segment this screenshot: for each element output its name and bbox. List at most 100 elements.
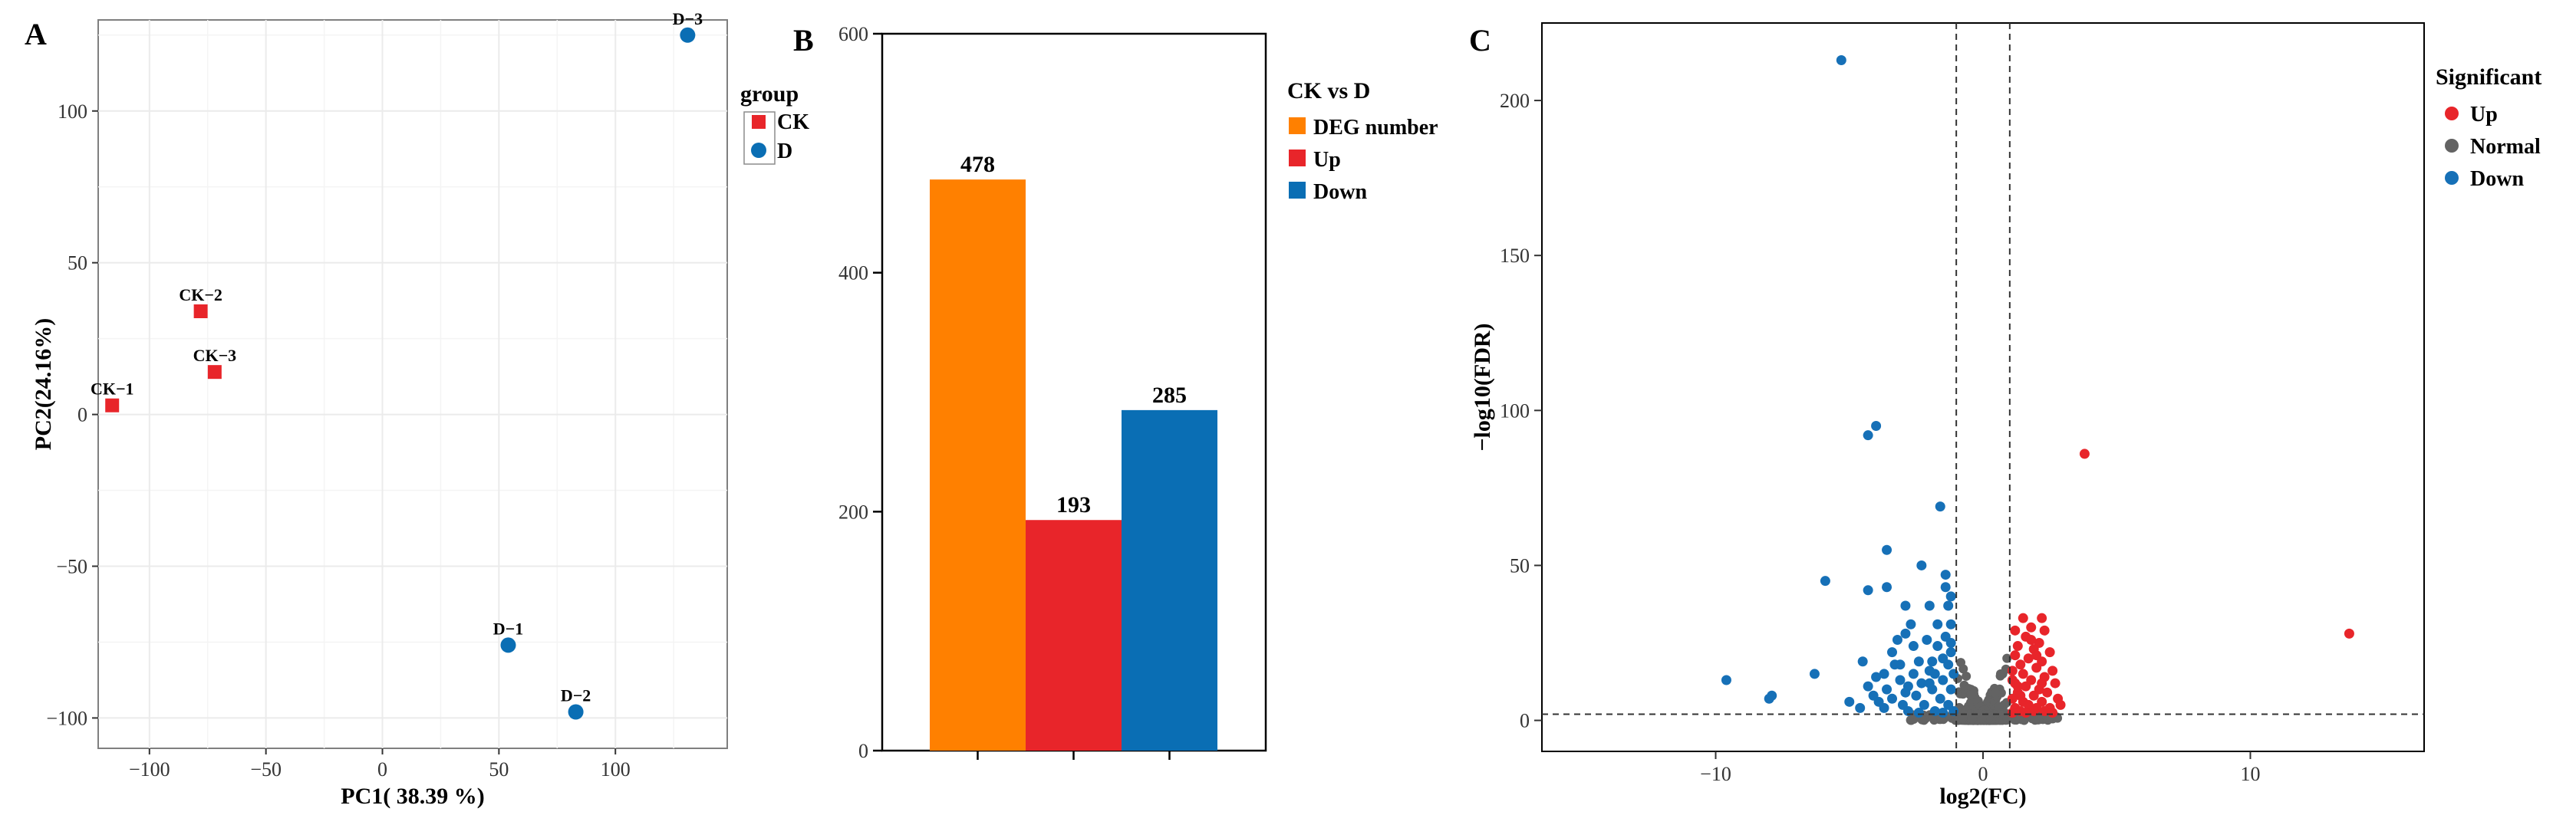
volcano-y-tick-label: 150 (1500, 245, 1530, 267)
pca-x-tick-label: 100 (601, 758, 631, 781)
volcano-y-ticks: 0 50 100 150 200 (1500, 90, 1542, 732)
pca-points: CK−1 CK−2 CK−3 D−1 D−2 D−3 (91, 9, 703, 720)
volcano-point-up (2044, 647, 2055, 658)
volcano-point-up (2015, 690, 2026, 701)
bar-y-tick-label: 600 (838, 23, 868, 45)
volcano-point-normal (1984, 713, 1994, 723)
volcano-point-up (2037, 613, 2047, 623)
bar-legend-deg-label: DEG number (1313, 116, 1438, 140)
volcano-point-up (2031, 662, 2042, 673)
pca-legend-d-label: D (777, 140, 792, 163)
volcano-point-down (1895, 675, 1906, 685)
volcano-point-down (1929, 669, 1940, 679)
bar-legend-down-label: Down (1313, 180, 1367, 204)
volcano-point-down (1863, 430, 1873, 441)
volcano-point-up (2026, 634, 2037, 645)
volcano-point-up (2018, 669, 2028, 679)
volcano-point-down (1922, 634, 1932, 645)
pca-x-tick-label: −100 (129, 758, 170, 781)
pca-point-label: D−1 (493, 619, 523, 638)
volcano-point-normal (1994, 702, 2004, 712)
pca-x-tick-label: 0 (377, 758, 387, 781)
volcano-point-down (1927, 656, 1938, 667)
volcano-legend-up-label: Up (2470, 103, 2498, 127)
volcano-point-up (2026, 622, 2037, 633)
volcano-point-down (1887, 693, 1898, 704)
volcano-legend-down-marker (2445, 171, 2459, 185)
pca-point-label: CK−1 (91, 380, 134, 399)
bar-y-tick-label: 200 (838, 501, 868, 523)
pca-legend-ck-label: CK (777, 110, 809, 134)
volcano-point-down (1945, 684, 1956, 695)
pca-point-d (568, 704, 584, 720)
volcano-point-up (2079, 449, 2090, 459)
volcano-point-down (1935, 693, 1945, 704)
volcano-point-normal (1995, 669, 2005, 679)
pca-point-label: CK−2 (179, 285, 222, 304)
bar-y-tick-label: 400 (838, 262, 868, 284)
volcano-point-normal (1991, 688, 2001, 698)
bar-legend-deg-swatch (1289, 117, 1306, 134)
volcano-point-down (1900, 687, 1911, 698)
volcano-point-down (1882, 684, 1892, 695)
volcano-point-down (1900, 600, 1911, 611)
pca-x-tick-label: 50 (489, 758, 509, 781)
volcano-point-down (1721, 675, 1731, 685)
pca-point-ck (193, 304, 208, 318)
volcano-plot-area (1541, 22, 2425, 752)
bar-value-label: 193 (1056, 492, 1091, 518)
volcano-point-up (2021, 681, 2031, 692)
volcano-point-up (2047, 666, 2058, 676)
volcano-point-normal (1962, 671, 1972, 681)
volcano-point-up (2010, 650, 2021, 661)
volcano-x-tick-label: 0 (1978, 763, 1988, 785)
volcano-point-up (2042, 687, 2053, 698)
bar-y-tick-label: 0 (858, 740, 868, 762)
volcano-point-up (2010, 625, 2021, 636)
volcano-point-down (1940, 582, 1951, 593)
volcano-point-up (2007, 675, 2018, 685)
pca-point-ck (105, 398, 120, 412)
volcano-legend-title: Significant (2436, 64, 2541, 90)
volcano-point-up (2344, 628, 2354, 639)
volcano-point-up (2021, 707, 2031, 718)
volcano-point-down (1892, 634, 1902, 645)
volcano-point-down (1906, 619, 1916, 629)
volcano-point-down (1945, 647, 1956, 658)
volcano-point-down (1879, 669, 1889, 679)
volcano-point-down (1913, 707, 1924, 718)
volcano-point-down (1820, 576, 1830, 587)
volcano-threshold-lines (1542, 23, 2424, 751)
pca-y-tick-label: −100 (46, 707, 87, 729)
pca-point-label: D−2 (561, 686, 591, 705)
volcano-points (1721, 55, 2354, 718)
pca-y-tick-label: −50 (56, 556, 87, 578)
pca-point-d (500, 637, 516, 653)
volcano-legend-normal-marker (2445, 139, 2459, 153)
volcano-legend: Significant Up Normal Down (2436, 64, 2541, 191)
volcano-point-up (2012, 641, 2023, 652)
pca-x-axis-title: PC1( 38.39 %) (341, 784, 484, 809)
pca-legend: group CK D (740, 81, 809, 165)
volcano-point-down (1924, 678, 1935, 689)
bar-x-ticks (977, 751, 1171, 760)
bar-deg (930, 179, 1026, 751)
volcano-point-down (1940, 570, 1951, 580)
volcano-point-down (1836, 55, 1846, 66)
volcano-point-down (1932, 641, 1943, 652)
volcano-point-down (1908, 641, 1919, 652)
pca-y-tick-label: 50 (68, 252, 87, 274)
volcano-point-up (2050, 678, 2060, 689)
pca-y-tick-label: 100 (58, 100, 87, 123)
volcano-point-up (2039, 625, 2050, 636)
volcano-point-down (1932, 619, 1943, 629)
pca-y-ticks: −100 −50 0 50 100 (46, 100, 98, 729)
volcano-point-down (1913, 656, 1924, 667)
volcano-point-down (1908, 669, 1919, 679)
volcano-point-down (1871, 421, 1882, 432)
pca-point-ck (207, 365, 222, 380)
volcano-point-down (1911, 690, 1922, 701)
pca-point-label: CK−3 (193, 346, 237, 365)
